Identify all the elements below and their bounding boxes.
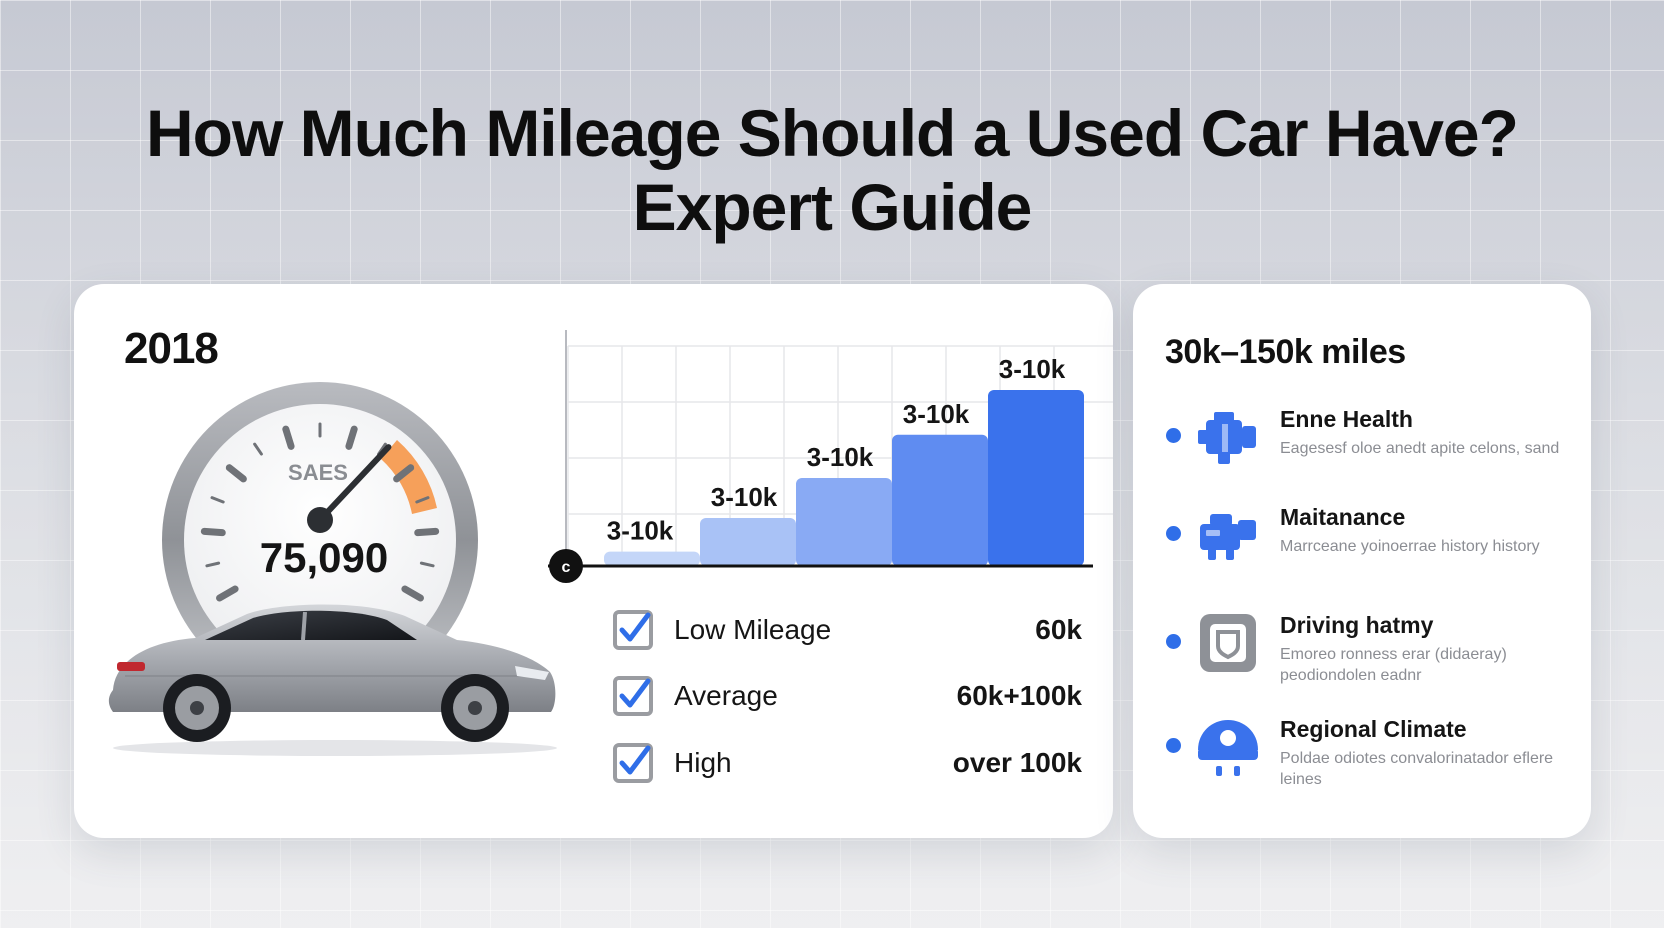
gauge-tick	[205, 561, 221, 568]
check-value: 60k	[1035, 614, 1082, 645]
gauge-brand: SAES	[288, 460, 348, 485]
chart-bar	[700, 518, 796, 566]
bar-data-label: 3-10k	[999, 354, 1066, 384]
factor-maintenance: Maitanance Marrceane yoinoerrae history …	[1166, 504, 1586, 584]
factor-name: Enne Health	[1280, 406, 1413, 432]
axis-origin-label: c	[562, 559, 571, 576]
model-year: 2018	[124, 324, 219, 373]
check-label: Low Mileage	[674, 614, 832, 645]
check-row-average: Average 60k+100k	[612, 674, 1082, 718]
factor-description: Emoreo ronness erar (didaeray) peodiondo…	[1280, 646, 1507, 684]
gauge-tick	[401, 585, 424, 602]
factor-name: Driving hatmy	[1280, 612, 1434, 638]
factor-engine-health: Enne Health Eagesesf oloe anedt apite ce…	[1166, 406, 1586, 486]
bullet-dot	[1166, 526, 1181, 541]
mileage-bar-chart: 3-10k 3-10k 3-10k 3-10k 3-10k c	[548, 326, 1113, 588]
bar-data-label: 3-10k	[607, 516, 674, 546]
title-line-1: How Much Mileage Should a Used Car Have?	[146, 96, 1519, 170]
gauge-tick	[345, 425, 358, 450]
check-row-high: High over 100k	[612, 741, 1082, 785]
factor-name: Maitanance	[1280, 504, 1406, 530]
gauge-tick	[415, 496, 430, 504]
gauge-tick	[210, 496, 225, 504]
gauge-tick	[253, 442, 263, 456]
check-row-low: Low Mileage 60k	[612, 608, 1082, 652]
title-line-2: Expert Guide	[632, 170, 1033, 244]
bar-chart-svg: 3-10k 3-10k 3-10k 3-10k 3-10k c	[548, 330, 1113, 583]
gauge-ticks	[200, 422, 440, 602]
mileage-range-title: 30k–150k miles	[1165, 333, 1406, 371]
checkbox-checked-icon[interactable]	[612, 609, 654, 651]
chart-bar	[604, 551, 700, 566]
bullet-dot	[1166, 738, 1181, 753]
factor-description: Poldae odiotes convalorinatador eflere l…	[1280, 750, 1554, 788]
bullet-dot	[1166, 428, 1181, 443]
factor-description: Marrceane yoinoerrae history history	[1280, 538, 1540, 555]
check-value: 60k+100k	[956, 680, 1082, 711]
chart-bar	[796, 478, 892, 566]
factor-driving-history: Driving hatmy Emoreo ronness erar (didae…	[1166, 612, 1586, 692]
gauge-tick	[225, 464, 247, 483]
needle-hub	[307, 507, 333, 533]
odometer-reading: 75,090	[260, 534, 388, 581]
chart-bar	[988, 390, 1084, 566]
vehicle-service-icon	[1196, 504, 1260, 568]
engine-icon	[1196, 406, 1260, 470]
gauge-needle	[317, 444, 392, 523]
sedan-car-illustration	[105, 600, 565, 760]
check-value: over 100k	[952, 747, 1082, 778]
chart-bar	[892, 434, 988, 566]
climate-icon	[1196, 716, 1260, 780]
gauge-tick	[414, 527, 440, 537]
factor-name: Regional Climate	[1280, 716, 1467, 742]
gauge-tick	[282, 425, 295, 450]
checkbox-checked-icon[interactable]	[612, 742, 654, 784]
gauge-tick	[200, 527, 226, 537]
bar-data-label: 3-10k	[711, 482, 778, 512]
gauge-tick	[216, 585, 239, 602]
factor-regional-climate: Regional Climate Poldae odiotes convalor…	[1166, 716, 1586, 796]
bullet-dot	[1166, 634, 1181, 649]
check-label: High	[674, 747, 732, 778]
gauge-tick	[419, 561, 435, 568]
check-label: Average	[674, 680, 778, 711]
bar-data-label: 3-10k	[903, 399, 970, 429]
page-title: How Much Mileage Should a Used Car Have?…	[0, 96, 1664, 244]
factor-description: Eagesesf oloe anedt apite celons, sand	[1280, 440, 1560, 457]
checkbox-checked-icon[interactable]	[612, 675, 654, 717]
bar-data-label: 3-10k	[807, 442, 874, 472]
odometer-gauge: SAES 75,090	[160, 380, 480, 700]
shield-badge-icon	[1196, 612, 1260, 676]
gauge-tick	[393, 464, 415, 483]
axis-origin-marker	[549, 549, 583, 583]
